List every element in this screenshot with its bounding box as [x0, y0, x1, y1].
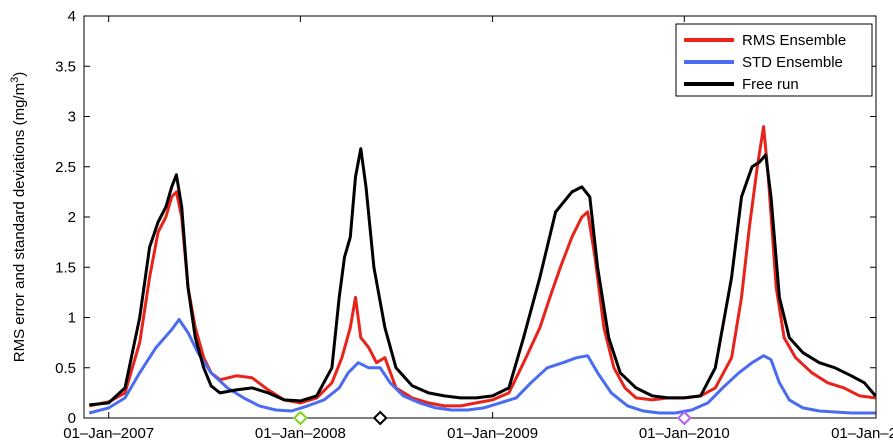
- x-tick-label: 01–Jan–2011: [831, 425, 893, 442]
- marker-layer: [292, 410, 692, 426]
- y-tick-label: 0: [68, 410, 76, 427]
- y-tick-label: 4: [68, 8, 76, 25]
- legend-label-free-run: Free run: [742, 76, 799, 93]
- date-marker-diamond: [292, 410, 308, 426]
- y-tick-label: 2.5: [55, 159, 76, 176]
- series-rms-ensemble: [88, 125, 876, 408]
- legend-label-std: STD Ensemble: [742, 54, 843, 71]
- date-marker-diamond: [676, 410, 692, 426]
- y-tick-label: 1.5: [55, 259, 76, 276]
- series-free-run: [89, 147, 877, 407]
- series-layer: [88, 125, 877, 415]
- date-marker-diamond: [372, 410, 388, 426]
- legend-label-rms: RMS Ensemble: [742, 32, 846, 49]
- y-tick-label: 3.5: [55, 58, 76, 75]
- y-tick-label: 3: [68, 109, 76, 126]
- y-axis: 0 0.5 1 1.5 2 2.5 3 3.5 4: [55, 8, 876, 427]
- y-tick-label: 1: [68, 310, 76, 327]
- legend: RMS Ensemble STD Ensemble Free run: [675, 23, 873, 97]
- y-axis-title-main: RMS error and standard deviations (mg/m: [11, 83, 28, 362]
- x-tick-label: 01–Jan–2007: [63, 425, 154, 442]
- y-tick-label: 0.5: [55, 360, 76, 377]
- x-axis: 01–Jan–2007 01–Jan–2008 01–Jan–2009 01–Jan–…: [63, 16, 893, 442]
- y-axis-title-sup: 3: [9, 77, 21, 83]
- x-tick-label: 01–Jan–2009: [447, 425, 538, 442]
- x-tick-label: 01–Jan–2008: [255, 425, 346, 442]
- y-axis-title: RMS error and standard deviations (mg/m3…: [9, 72, 28, 362]
- y-tick-label: 2: [68, 209, 76, 226]
- x-tick-label: 01–Jan–2010: [639, 425, 730, 442]
- series-std-ensemble: [88, 318, 876, 415]
- y-axis-title-close: ): [11, 72, 28, 77]
